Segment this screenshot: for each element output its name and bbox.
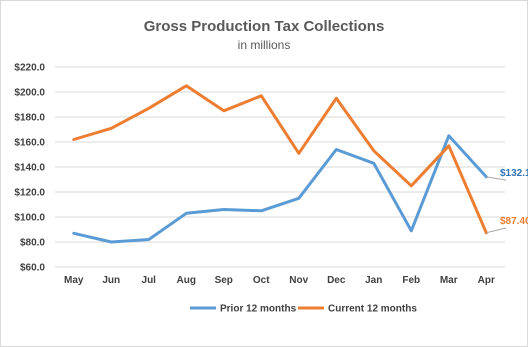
x-tick-label: Nov bbox=[289, 275, 308, 286]
x-tick-label: Dec bbox=[327, 275, 346, 286]
x-tick-label: Apr bbox=[478, 275, 495, 286]
series-lines bbox=[72, 84, 488, 244]
x-axis-ticks: May Jun Jul Aug Sep Oct Nov Dec Jan Feb Mar Apr bbox=[64, 275, 495, 286]
chart-subtitle: in millions bbox=[237, 38, 291, 52]
x-tick-label: Jun bbox=[102, 275, 120, 286]
series-line-0 bbox=[72, 134, 488, 244]
series-line-1 bbox=[72, 84, 488, 235]
callout-leader bbox=[486, 176, 507, 181]
y-tick-label: $140.0 bbox=[14, 163, 45, 174]
legend-label: Prior 12 months bbox=[220, 304, 297, 315]
callout-leader bbox=[486, 227, 507, 234]
callouts: $132.10 $87.40 bbox=[486, 168, 528, 234]
y-tick-label: $100.0 bbox=[14, 213, 45, 224]
y-tick-label: $160.0 bbox=[14, 138, 45, 149]
x-tick-label: Feb bbox=[402, 275, 420, 286]
x-tick-label: Sep bbox=[215, 275, 233, 286]
y-tick-label: $60.0 bbox=[20, 263, 45, 274]
x-tick-label: Aug bbox=[177, 275, 196, 286]
y-tick-label: $180.0 bbox=[14, 113, 45, 124]
x-tick-label: Mar bbox=[440, 275, 458, 286]
callout-label: $132.10 bbox=[500, 168, 528, 179]
y-tick-label: $120.0 bbox=[14, 188, 45, 199]
y-tick-label: $220.0 bbox=[14, 63, 45, 74]
y-tick-label: $80.0 bbox=[20, 238, 45, 249]
y-tick-label: $200.0 bbox=[14, 88, 45, 99]
chart-title: Gross Production Tax Collections bbox=[143, 18, 385, 35]
x-tick-label: Oct bbox=[253, 275, 270, 286]
legend-label: Current 12 months bbox=[328, 304, 417, 315]
x-tick-label: Jul bbox=[142, 275, 157, 286]
y-axis-ticks: $60.0 $80.0 $100.0 $120.0 $140.0 $160.0 $180.0… bbox=[14, 63, 45, 274]
x-tick-label: May bbox=[64, 275, 84, 286]
x-tick-label: Jan bbox=[365, 275, 382, 286]
legend: Prior 12 months Current 12 months bbox=[190, 304, 417, 315]
callout-label: $87.40 bbox=[500, 216, 528, 227]
